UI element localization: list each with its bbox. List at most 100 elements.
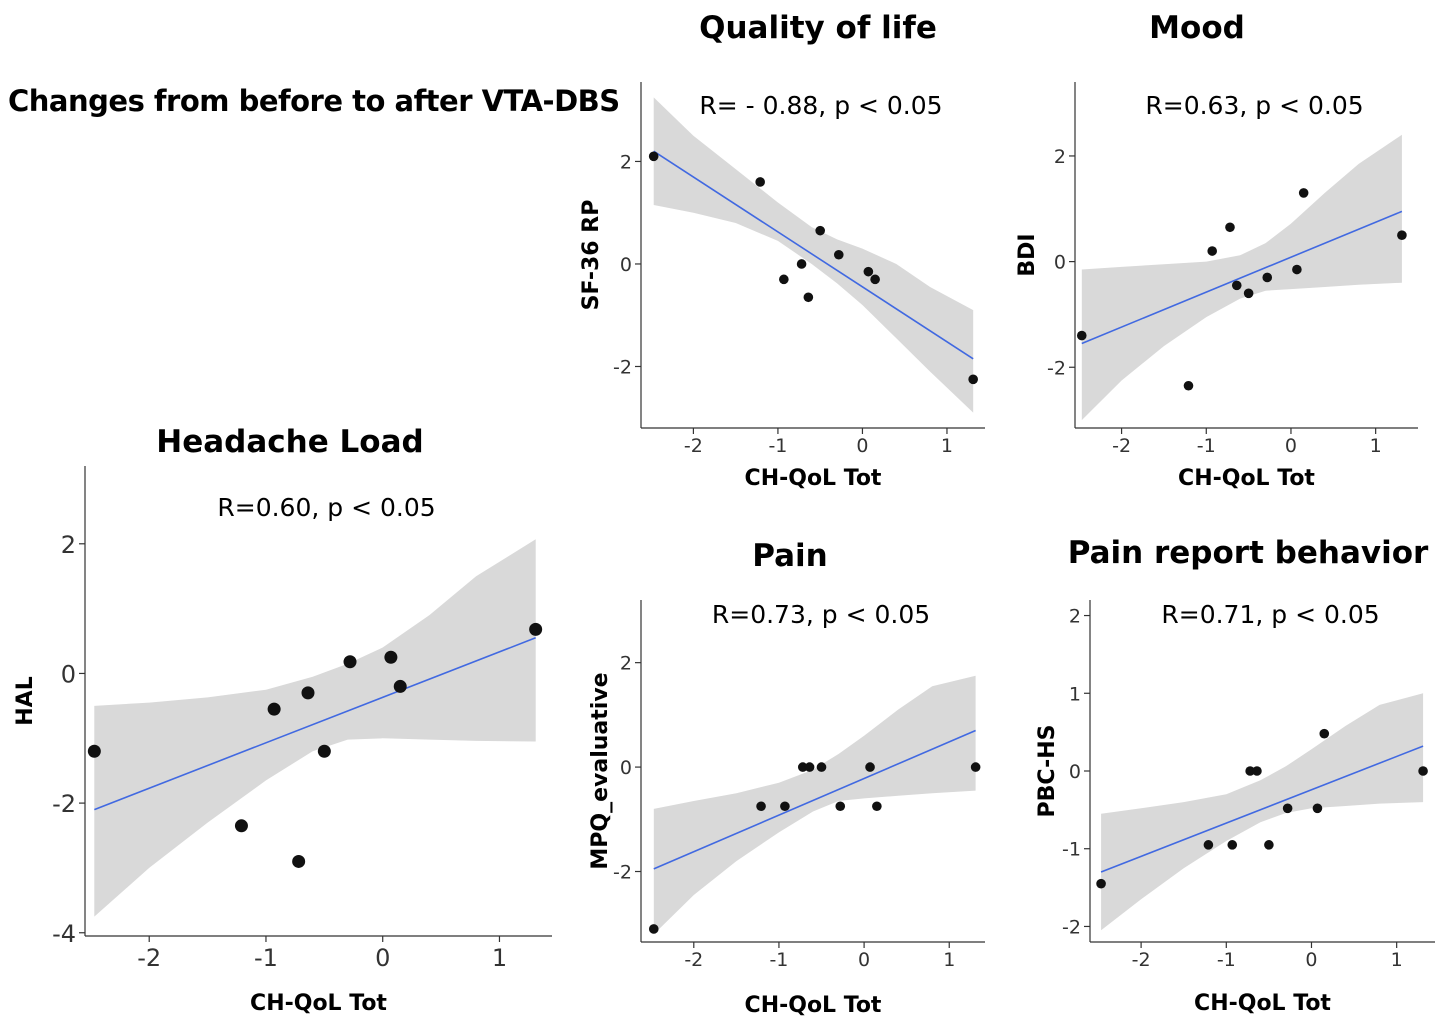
data-point xyxy=(1252,766,1262,776)
x-tick-label: 0 xyxy=(1305,949,1317,971)
y-axis-label: SF-36 RP xyxy=(579,200,604,311)
y-axis-label: HAL xyxy=(13,676,38,725)
data-point xyxy=(1076,330,1087,341)
data-point xyxy=(815,225,825,236)
x-tick-label: -2 xyxy=(137,944,161,972)
x-tick-label: -1 xyxy=(768,435,787,457)
data-point xyxy=(780,801,790,812)
data-point xyxy=(87,744,101,758)
data-point xyxy=(292,854,306,868)
data-point xyxy=(234,819,248,833)
x-tick-label: 1 xyxy=(492,944,507,972)
data-point xyxy=(393,679,407,693)
y-tick-label: -2 xyxy=(52,790,76,818)
y-tick-label: 0 xyxy=(620,757,632,779)
y-tick-label: -2 xyxy=(613,356,632,378)
data-point xyxy=(833,249,844,260)
data-point xyxy=(835,801,846,812)
x-tick-label: 1 xyxy=(943,949,955,971)
y-axis-label: PBC-HS xyxy=(1035,725,1060,818)
x-tick-label: 1 xyxy=(1370,435,1382,457)
chart-mood: -2 -1 0 1 -2 0 2 Mood R=0.63, p < 0.05 CH-QoL Tot… xyxy=(1015,10,1418,491)
confidence-band xyxy=(94,539,536,917)
data-point xyxy=(1203,840,1214,850)
data-point xyxy=(1312,803,1323,814)
y-tick-label: 2 xyxy=(1054,146,1066,168)
y-tick-label: 0 xyxy=(1054,252,1066,274)
y-tick-label: -4 xyxy=(52,920,76,948)
chart-title: Quality of life xyxy=(699,10,937,46)
data-point xyxy=(797,762,808,772)
data-point xyxy=(1292,264,1302,275)
data-point xyxy=(1207,246,1217,256)
data-point xyxy=(1298,188,1309,198)
x-tick-label: 0 xyxy=(856,435,868,457)
correlation-annotation: R=0.71, p < 0.05 xyxy=(1161,600,1379,629)
data-point xyxy=(529,622,543,636)
x-axis-label: CH-QoL Tot xyxy=(745,993,882,1018)
regression-line xyxy=(1100,745,1424,873)
data-point xyxy=(648,924,659,934)
chart-headache: -2 -1 0 1 -4 -2 0 2 Headache Load R=0.60, p < 0.0… xyxy=(13,424,552,1016)
y-tick-label: -2 xyxy=(613,862,632,884)
data-point xyxy=(343,655,357,669)
regression-line xyxy=(1081,210,1403,345)
x-axis-label: CH-QoL Tot xyxy=(745,466,882,491)
data-point xyxy=(301,686,315,700)
x-tick-label: 0 xyxy=(858,949,870,971)
data-point xyxy=(872,801,882,812)
chart-qol: -2 -1 0 1 -2 0 2 Quality of life R= - 0.88, p < … xyxy=(579,10,985,491)
y-tick-label: 2 xyxy=(1069,606,1081,628)
x-tick-label: 0 xyxy=(1285,435,1297,457)
data-point xyxy=(970,762,981,772)
data-point xyxy=(865,762,875,772)
data-point xyxy=(1183,380,1194,391)
chart-title: Headache Load xyxy=(156,424,423,460)
chart-pain: -2 -1 0 1 -2 0 2 Pain R=0.73, p < 0.05 CH-QoL Tot… xyxy=(588,538,985,1018)
data-point xyxy=(816,762,827,772)
x-axis-label: CH-QoL Tot xyxy=(1178,466,1315,491)
data-point xyxy=(1227,840,1238,850)
data-point xyxy=(756,801,766,812)
y-tick-label: 0 xyxy=(620,254,632,276)
y-tick-label: 2 xyxy=(61,531,76,559)
y-tick-label: -1 xyxy=(1062,839,1081,861)
x-tick-label: -2 xyxy=(684,435,703,457)
data-point xyxy=(648,151,659,162)
data-point xyxy=(1245,766,1255,776)
data-point xyxy=(267,702,281,716)
x-axis-label: CH-QoL Tot xyxy=(1194,991,1331,1016)
data-point xyxy=(1319,728,1330,739)
data-point xyxy=(1262,272,1273,283)
y-tick-label: -2 xyxy=(1047,357,1066,379)
y-tick-label: 2 xyxy=(620,151,632,173)
x-axis-label: CH-QoL Tot xyxy=(250,991,387,1016)
y-tick-label: 0 xyxy=(1069,761,1081,783)
y-axis-label: MPQ_evaluative xyxy=(588,672,613,869)
confidence-band xyxy=(653,675,976,935)
x-tick-label: 1 xyxy=(1391,949,1403,971)
chart-painreport: -2 -1 0 1 -2 -1 0 1 2 Pain report behavior R=0.71,… xyxy=(1035,535,1435,1016)
x-tick-label: -1 xyxy=(1197,435,1216,457)
x-tick-label: -2 xyxy=(1132,949,1151,971)
confidence-band xyxy=(1101,693,1424,931)
correlation-annotation: R=0.60, p < 0.05 xyxy=(217,493,435,522)
y-tick-label: 0 xyxy=(61,660,76,688)
data-point xyxy=(1096,878,1106,889)
data-point xyxy=(870,274,880,285)
y-tick-label: 1 xyxy=(1069,683,1081,705)
data-point xyxy=(1231,280,1242,291)
x-tick-label: -2 xyxy=(684,949,703,971)
data-point xyxy=(779,274,789,285)
x-tick-label: -1 xyxy=(254,944,278,972)
data-point xyxy=(968,374,978,385)
correlation-annotation: R=0.73, p < 0.05 xyxy=(712,600,930,629)
data-point xyxy=(796,259,807,269)
y-tick-label: 2 xyxy=(620,653,632,675)
data-point xyxy=(1282,803,1293,814)
data-point xyxy=(1418,766,1428,776)
data-point xyxy=(1264,840,1274,850)
y-tick-label: -2 xyxy=(1062,916,1081,938)
x-tick-label: -1 xyxy=(1217,949,1236,971)
